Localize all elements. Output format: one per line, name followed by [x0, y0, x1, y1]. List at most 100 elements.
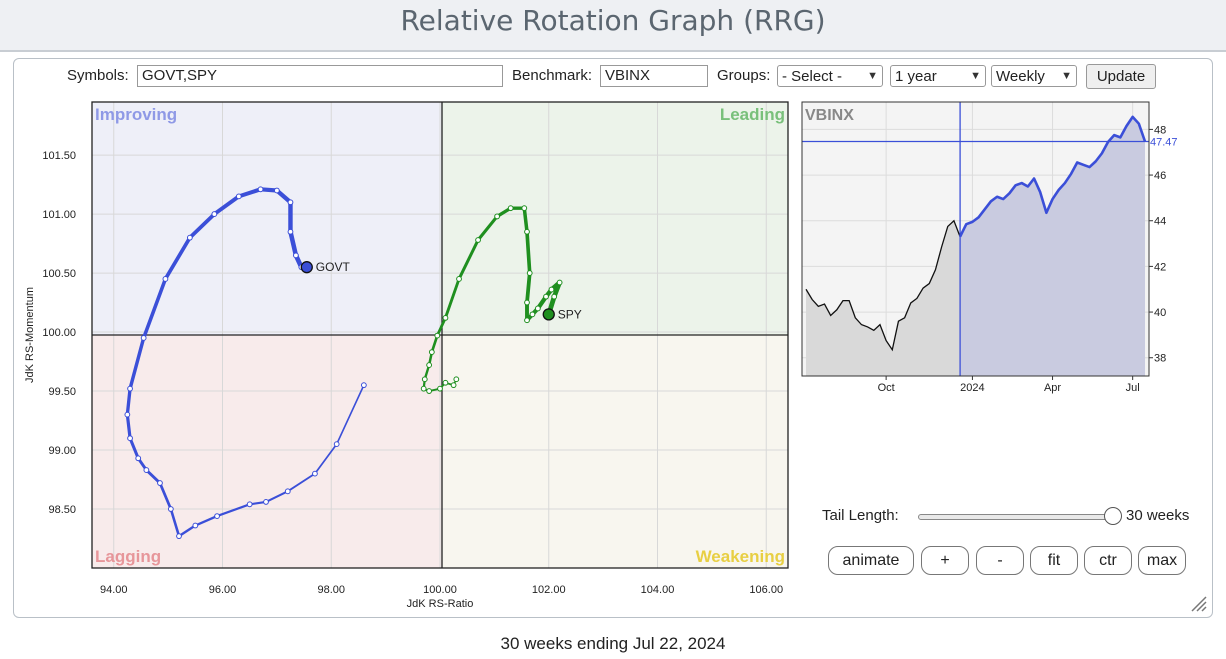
tail-segment-govt: [169, 507, 181, 538]
benchmark-x-tick-label: 2024: [960, 382, 984, 394]
tail-segment-spy: [525, 271, 532, 305]
tail-length-slider-track[interactable]: [918, 514, 1114, 520]
tail-point-spy: [551, 293, 558, 300]
tail-point-spy: [526, 270, 533, 276]
tail-segment-spy: [522, 206, 529, 234]
tail-point-spy: [453, 376, 460, 383]
tail-segment-govt: [274, 188, 293, 205]
tail-point-govt: [124, 411, 131, 418]
tail-length-slider-handle[interactable]: [1104, 507, 1122, 525]
tail-point-spy: [494, 213, 500, 220]
quadrant-weakening-bg: [442, 335, 788, 568]
zoom-out-button[interactable]: -: [976, 546, 1024, 575]
max-button[interactable]: max: [1138, 546, 1186, 575]
tail-point-spy: [426, 388, 433, 394]
benchmark-x-tick-label: Apr: [1044, 382, 1061, 394]
head-point-govt[interactable]: [300, 261, 313, 274]
quadrant-leading-label: Leading: [720, 105, 785, 124]
tail-point-govt: [186, 234, 193, 241]
tail-point-govt: [263, 499, 269, 505]
x-axis-label: JdK RS-Ratio: [407, 598, 474, 610]
tail-point-govt: [287, 199, 294, 206]
tail-point-govt: [273, 187, 280, 194]
period-select[interactable]: 1 year ▼: [890, 65, 986, 87]
benchmark-y-tick-label: 38: [1154, 353, 1166, 365]
y-tick-label: 101.00: [42, 209, 76, 221]
tail-segment-govt: [125, 413, 132, 440]
symbols-input[interactable]: GOVT,SPY: [137, 65, 503, 87]
tail-segment-govt: [128, 336, 146, 391]
tail-point-govt: [293, 252, 299, 259]
benchmark-area-history: [806, 220, 961, 376]
tail-point-govt: [257, 186, 264, 193]
frequency-select[interactable]: Weekly ▼: [991, 65, 1077, 87]
benchmark-input[interactable]: VBINX: [600, 65, 708, 87]
quadrant-improving-bg: [92, 102, 442, 335]
benchmark-area-tail: [960, 116, 1145, 376]
tail-segment-govt: [141, 277, 168, 340]
footer-caption: 30 weeks ending Jul 22, 2024: [500, 634, 726, 653]
y-tick-label: 99.50: [48, 386, 76, 398]
y-tick-label: 99.00: [48, 445, 76, 457]
zoom-in-button[interactable]: +: [921, 546, 969, 575]
x-tick-label: 96.00: [209, 584, 237, 596]
rrg-svg: Improving Leading Lagging Weakening 94.0…: [24, 101, 1178, 610]
tail-point-govt: [360, 382, 367, 389]
fit-button[interactable]: fit: [1030, 546, 1078, 575]
period-select-value: 1 year: [895, 67, 937, 85]
benchmark-plot: [802, 102, 1149, 376]
animate-button[interactable]: animate: [828, 546, 914, 575]
chevron-down-icon: ▼: [970, 70, 981, 82]
y-tick-label: 100.50: [42, 268, 76, 280]
tail-point-govt: [287, 228, 294, 235]
center-button[interactable]: ctr: [1084, 546, 1132, 575]
benchmark-current-value: 47.47: [1150, 137, 1178, 149]
tail-segment-spy: [435, 316, 447, 337]
tail-point-govt: [127, 435, 133, 442]
groups-select[interactable]: - Select - ▼: [777, 65, 883, 87]
benchmark-title: VBINX: [805, 107, 854, 124]
benchmark-y-tick-label: 46: [1154, 170, 1166, 182]
tail-segment-govt: [286, 472, 316, 493]
head-point-spy[interactable]: [542, 308, 555, 321]
benchmark-x-tick-label: Oct: [878, 382, 895, 394]
resize-grip-icon[interactable]: [1188, 593, 1208, 613]
tail-segment-govt: [314, 443, 338, 475]
rrg-chart[interactable]: Improving Leading Lagging Weakening 94.0…: [24, 101, 789, 610]
update-button[interactable]: Update: [1086, 64, 1156, 89]
tail-segment-govt: [212, 194, 241, 217]
tail-segment-govt: [144, 468, 162, 485]
tail-point-spy: [420, 385, 427, 392]
benchmark-y-tick-label: 40: [1154, 307, 1166, 319]
symbols-label: Symbols:: [67, 67, 129, 84]
tail-point-spy: [548, 286, 555, 293]
tail-segment-spy: [457, 238, 480, 281]
tail-point-spy: [524, 299, 530, 306]
x-tick-label: 102.00: [532, 584, 566, 596]
tail-segment-govt: [335, 384, 365, 445]
x-tick-label: 100.00: [423, 584, 457, 596]
rrg-series: GOVT SPY: [124, 186, 582, 540]
x-tick-labels: 94.00 96.00 98.00 100.00 102.00 104.00 106.00: [100, 584, 783, 596]
tail-point-spy: [456, 276, 462, 282]
tail-length-label: Tail Length:: [822, 507, 899, 524]
tail-segment-govt: [215, 503, 251, 518]
tail-point-govt: [284, 488, 291, 495]
tail-segment-govt: [163, 235, 192, 281]
title-bar: Relative Rotation Graph (RRG): [0, 0, 1226, 52]
tail-segment-govt: [187, 212, 217, 240]
x-tick-label: 94.00: [100, 584, 128, 596]
tail-point-govt: [140, 335, 147, 341]
series-label-govt: GOVT: [316, 260, 351, 274]
tail-segment-govt: [125, 387, 132, 417]
x-tick-label: 98.00: [317, 584, 345, 596]
x-tick-label: 106.00: [749, 584, 783, 596]
tail-point-govt: [214, 513, 220, 519]
tail-point-spy: [529, 311, 536, 318]
tail-point-govt: [135, 455, 142, 462]
y-tick-label: 100.00: [42, 327, 76, 339]
tail-point-govt: [333, 441, 340, 448]
tail-point-spy: [434, 332, 441, 339]
tail-point-spy: [442, 314, 449, 321]
